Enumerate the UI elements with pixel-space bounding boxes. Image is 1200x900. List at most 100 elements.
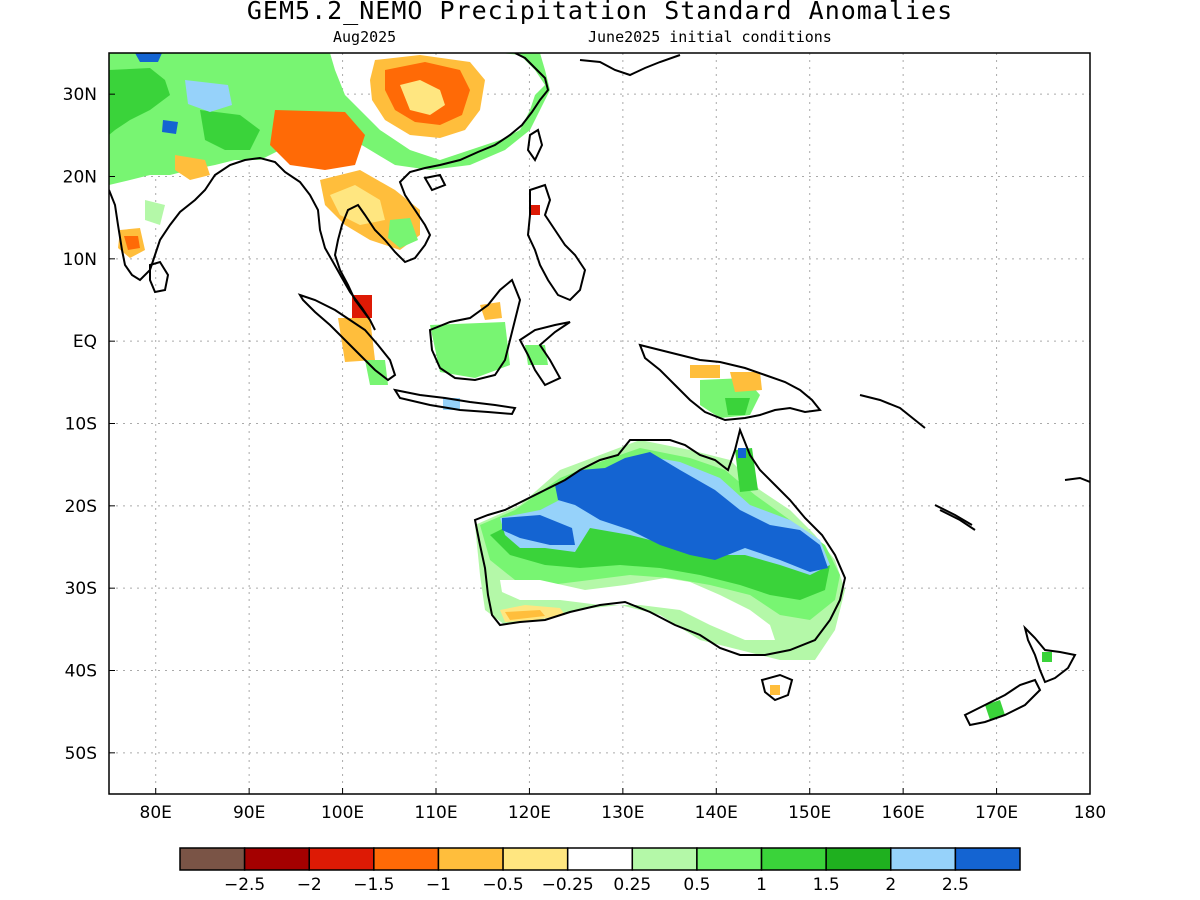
colorbar-swatch bbox=[760, 847, 827, 871]
lat-tick-label: 10N bbox=[63, 250, 97, 270]
coast-philippines bbox=[526, 183, 587, 302]
shade-sumatra-orange bbox=[338, 318, 375, 362]
shade-qld-blue bbox=[738, 448, 746, 458]
shade-yunnan-orange bbox=[270, 110, 365, 170]
coast-tasmania bbox=[760, 673, 794, 702]
shade-india-south-orange bbox=[124, 236, 140, 250]
anomaly-shading bbox=[109, 53, 1052, 720]
coast-fiji bbox=[1064, 476, 1090, 483]
coastlines bbox=[109, 53, 1090, 727]
shade-tibet-blue-3 bbox=[135, 53, 162, 62]
shade-philippines-red bbox=[530, 205, 540, 215]
shade-australia-blue-west bbox=[502, 515, 575, 545]
coast-japan bbox=[579, 54, 681, 77]
coast-nz-north bbox=[1023, 624, 1077, 684]
colorbar-swatch bbox=[696, 847, 763, 871]
coast-taiwan bbox=[526, 128, 544, 162]
lat-tick-label: 30S bbox=[65, 579, 97, 599]
coast-new-caledonia bbox=[939, 509, 976, 531]
colorbar-label: −2.5 bbox=[224, 875, 265, 895]
colorbar-swatch bbox=[373, 847, 440, 871]
lon-tick-label: 180 bbox=[1074, 803, 1106, 823]
longitude-axis: 80E 90E 100E 110E 120E 130E 140E 150E 160E 170E 18… bbox=[140, 788, 1106, 823]
colorbar-label: −1 bbox=[426, 875, 451, 895]
shade-nz-green-north bbox=[1042, 652, 1052, 662]
map-title: GEM5.2_NEMO Precipitation Standard Anoma… bbox=[246, 0, 954, 25]
lat-tick-label: 50S bbox=[65, 744, 97, 764]
colorbar-swatch bbox=[631, 847, 698, 871]
coast-sumatra bbox=[297, 293, 397, 382]
shade-tibet-lightblue bbox=[185, 80, 232, 112]
colorbar-swatch bbox=[179, 847, 246, 871]
colorbar-swatch bbox=[437, 847, 504, 871]
colorbar: −2.5 −2 −1.5 −1 −0.5 −0.25 0.25 0.5 1 1.5 2 2.5 bbox=[179, 847, 1021, 895]
shade-india-west-yellow bbox=[175, 155, 210, 180]
lat-tick-label: 20S bbox=[65, 497, 97, 517]
colorbar-label: 0.5 bbox=[683, 875, 710, 895]
coast-asia bbox=[109, 53, 550, 331]
coast-hainan bbox=[423, 173, 447, 192]
lon-tick-label: 150E bbox=[788, 803, 831, 823]
coast-sri-lanka bbox=[149, 260, 170, 294]
colorbar-label: −1.5 bbox=[353, 875, 394, 895]
shade-png-yellow-2 bbox=[690, 365, 720, 378]
shade-australia-blue bbox=[555, 452, 828, 572]
lat-tick-label: 20N bbox=[63, 168, 97, 188]
colorbar-swatch bbox=[502, 847, 569, 871]
shade-india-green-dark bbox=[109, 68, 170, 135]
lon-tick-label: 80E bbox=[140, 803, 172, 823]
initial-conditions: June2025 initial conditions bbox=[588, 28, 832, 46]
colorbar-label: −0.5 bbox=[482, 875, 523, 895]
colorbar-swatch bbox=[825, 847, 892, 871]
latitude-axis: 30N 20N 10N EQ 10S 20S 30S 40S 50S bbox=[63, 85, 115, 764]
coast-new-guinea bbox=[638, 343, 822, 422]
lon-tick-label: 160E bbox=[882, 803, 925, 823]
lon-tick-label: 120E bbox=[508, 803, 551, 823]
lat-tick-label: 10S bbox=[65, 415, 97, 435]
shade-tibet-blue-2 bbox=[162, 120, 178, 134]
coast-solomons bbox=[859, 394, 926, 429]
colorbar-label: 2 bbox=[885, 875, 896, 895]
shade-borneo-light bbox=[430, 322, 510, 378]
coast-australia bbox=[473, 426, 847, 656]
shade-nz-green bbox=[985, 700, 1005, 720]
shade-himalaya-green bbox=[200, 110, 260, 150]
forecast-month: Aug2025 bbox=[333, 28, 397, 46]
lon-tick-label: 100E bbox=[321, 803, 364, 823]
colorbar-swatch bbox=[308, 847, 375, 871]
colorbar-swatch bbox=[243, 847, 310, 871]
coast-nz-south bbox=[963, 678, 1042, 727]
colorbar-label: −2 bbox=[297, 875, 322, 895]
lon-tick-label: 170E bbox=[975, 803, 1018, 823]
shade-borneo-yellow bbox=[480, 302, 502, 320]
lat-tick-label: 40S bbox=[65, 662, 97, 682]
lat-tick-label: EQ bbox=[73, 332, 97, 352]
lon-tick-label: 140E bbox=[695, 803, 738, 823]
lon-tick-label: 110E bbox=[414, 803, 457, 823]
colorbar-swatch bbox=[954, 847, 1021, 871]
shade-png-yellow bbox=[730, 372, 762, 392]
shade-australia-orange bbox=[505, 610, 545, 620]
shade-tasmania-yellow bbox=[770, 685, 780, 695]
colorbar-label: 1 bbox=[756, 875, 767, 895]
coast-vanuatu bbox=[934, 504, 973, 526]
lon-tick-label: 90E bbox=[233, 803, 265, 823]
colorbar-swatch bbox=[566, 847, 634, 871]
coast-borneo bbox=[428, 278, 522, 382]
coast-java bbox=[392, 388, 517, 416]
colorbar-label: 2.5 bbox=[942, 875, 969, 895]
colorbar-label: 0.25 bbox=[613, 875, 651, 895]
shade-indochina-green bbox=[388, 218, 418, 248]
gridlines bbox=[109, 53, 1090, 794]
lon-tick-label: 130E bbox=[601, 803, 644, 823]
shade-australia-white bbox=[500, 578, 775, 640]
shade-india-green-2 bbox=[145, 200, 165, 225]
shade-china-yellow-core bbox=[400, 80, 445, 115]
coast-sulawesi bbox=[518, 321, 571, 387]
lat-tick-label: 30N bbox=[63, 85, 97, 105]
colorbar-label: −0.25 bbox=[542, 875, 594, 895]
colorbar-swatch bbox=[890, 847, 957, 871]
shade-png-green-dark bbox=[725, 398, 750, 415]
colorbar-label: 1.5 bbox=[813, 875, 840, 895]
